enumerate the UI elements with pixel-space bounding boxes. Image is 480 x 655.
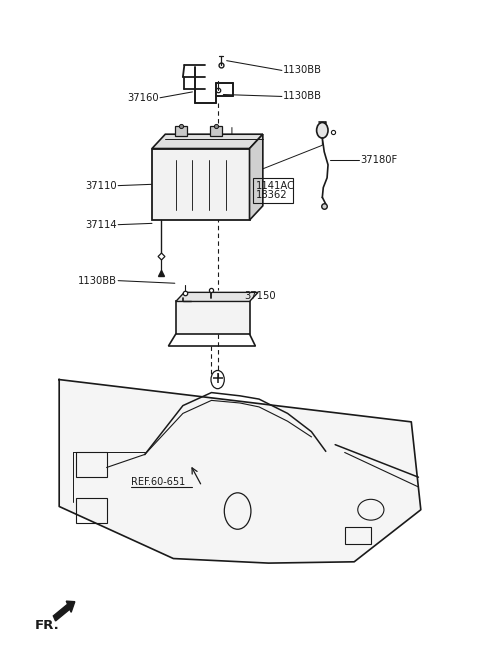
Text: 18362: 18362 bbox=[256, 191, 288, 200]
Text: 37110: 37110 bbox=[85, 181, 117, 191]
Polygon shape bbox=[250, 134, 263, 220]
Text: 37180F: 37180F bbox=[360, 155, 397, 164]
Bar bbox=[175, 126, 187, 136]
Text: 37114: 37114 bbox=[85, 219, 117, 230]
Circle shape bbox=[317, 122, 328, 138]
Polygon shape bbox=[59, 379, 421, 563]
Text: 1130BB: 1130BB bbox=[283, 66, 322, 75]
Polygon shape bbox=[176, 292, 258, 301]
Text: FR.: FR. bbox=[35, 619, 59, 632]
Bar bbox=[345, 527, 371, 544]
Text: 37150: 37150 bbox=[244, 291, 276, 301]
Polygon shape bbox=[152, 134, 263, 149]
Bar bbox=[76, 453, 107, 477]
Bar bbox=[76, 498, 107, 523]
Bar bbox=[176, 301, 250, 334]
Text: 1130BB: 1130BB bbox=[78, 276, 117, 286]
Bar bbox=[211, 126, 222, 136]
FancyArrow shape bbox=[53, 601, 75, 621]
Bar bbox=[152, 149, 250, 220]
Text: 37160: 37160 bbox=[128, 93, 159, 103]
Text: REF.60-651: REF.60-651 bbox=[131, 477, 185, 487]
Text: 1141AC: 1141AC bbox=[256, 181, 295, 191]
Text: 1130BB: 1130BB bbox=[283, 92, 322, 102]
